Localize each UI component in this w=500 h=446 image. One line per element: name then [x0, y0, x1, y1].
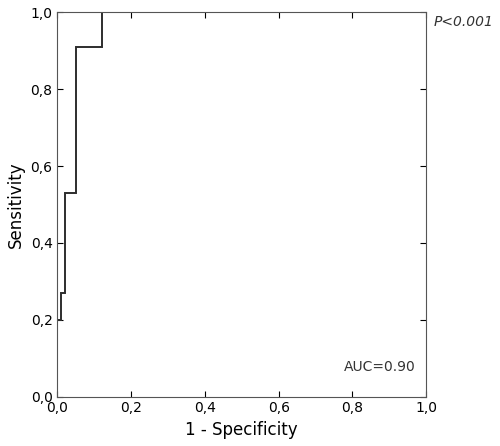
- Y-axis label: Sensitivity: Sensitivity: [7, 161, 25, 248]
- X-axis label: 1 - Specificity: 1 - Specificity: [186, 421, 298, 439]
- Text: P<0.001: P<0.001: [433, 15, 493, 29]
- Text: AUC=0.90: AUC=0.90: [344, 359, 415, 374]
